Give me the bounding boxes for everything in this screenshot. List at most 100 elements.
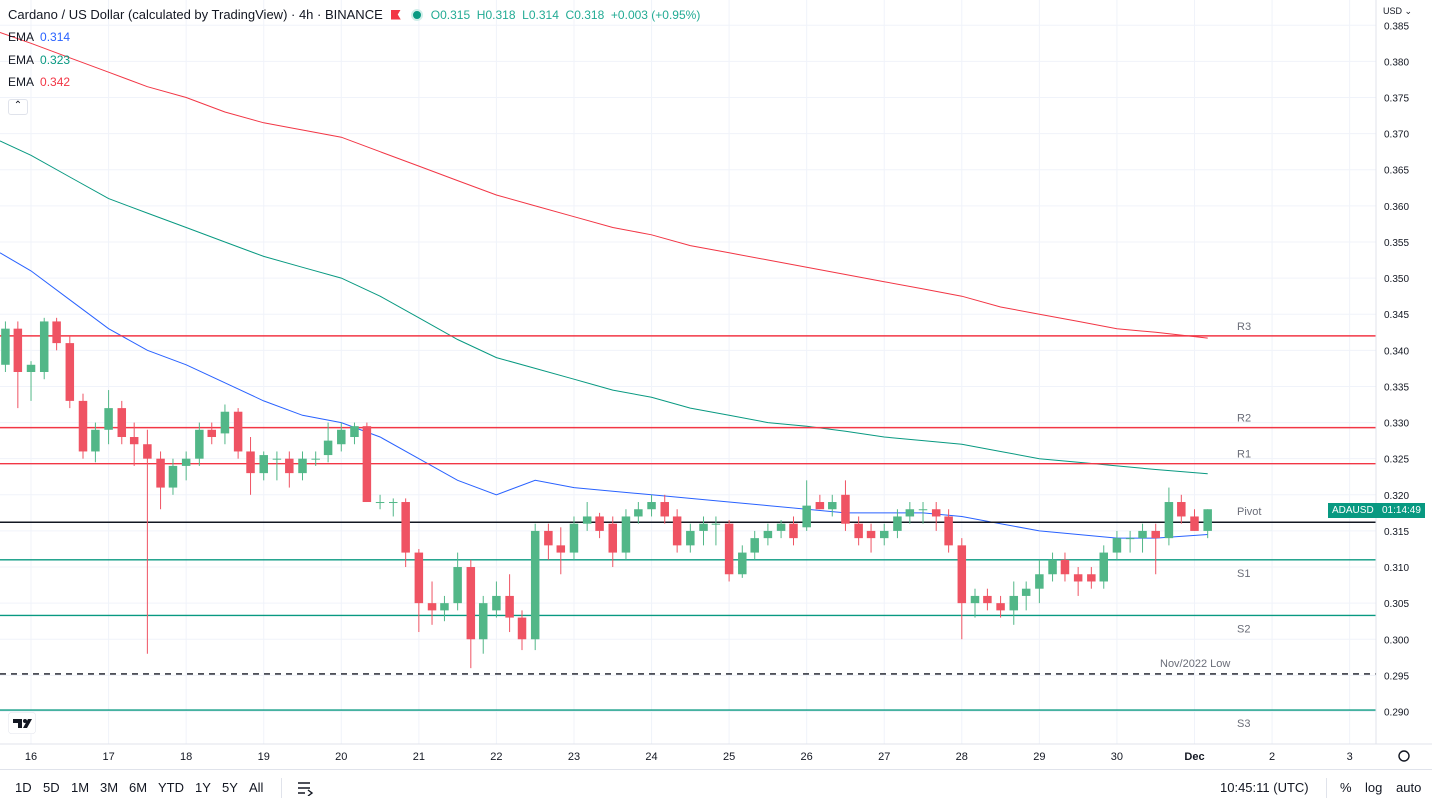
- candle-body: [389, 502, 398, 504]
- bottom-toolbar: 1D 5D 1M 3M 6M YTD 1Y 5Y All 10:45:11 (U…: [0, 769, 1432, 806]
- y-tick-label: 0.355: [1384, 238, 1409, 249]
- toolbar-divider: [281, 778, 282, 798]
- level-label-pivot: Pivot: [1237, 506, 1261, 518]
- price-axis-panel: [1376, 0, 1432, 770]
- candle-body: [401, 502, 410, 553]
- candle-body: [259, 455, 268, 474]
- ema-legend-slow[interactable]: EMA 0.342: [8, 75, 71, 89]
- candle-body: [970, 595, 980, 604]
- ema-line-0: [0, 252, 1208, 539]
- candle-body: [466, 567, 476, 640]
- chart-area[interactable]: R3 R2 R1 Pivot S1 S2 Nov/2022 Low S3 0.290 0.295 0…: [0, 0, 1432, 770]
- y-tick-label: 0.310: [1384, 563, 1409, 574]
- range-1m-button[interactable]: 1M: [71, 780, 90, 795]
- level-label-r3: R3: [1237, 321, 1251, 333]
- currency-selector[interactable]: USD ⌄: [1383, 6, 1413, 16]
- level-label-r1: R1: [1237, 449, 1251, 461]
- x-tick-label: 22: [490, 751, 502, 763]
- x-tick-label: 3: [1347, 751, 1353, 763]
- candle-body: [65, 343, 75, 401]
- x-tick-label: 17: [102, 751, 114, 763]
- candle-body: [129, 437, 139, 445]
- candle-body: [91, 429, 100, 452]
- y-tick-label: 0.340: [1384, 346, 1409, 357]
- candle-body: [1060, 559, 1070, 575]
- settings-icon[interactable]: [1398, 750, 1410, 762]
- percent-toggle[interactable]: %: [1340, 780, 1352, 795]
- x-tick-label: 19: [258, 751, 270, 763]
- ema-line-2: [0, 32, 1208, 339]
- candle-body: [492, 595, 501, 611]
- candle-body: [427, 603, 437, 611]
- candle-body: [1, 328, 10, 365]
- y-tick-label: 0.305: [1384, 599, 1409, 610]
- x-tick-label: 26: [801, 751, 813, 763]
- candle-body: [776, 523, 786, 531]
- ohlc-values: O0.315 H0.318 L0.314 C0.318 +0.003 (+0.9…: [431, 8, 701, 22]
- candle-body: [233, 411, 243, 452]
- candle-body: [350, 426, 359, 438]
- candle-body: [660, 502, 669, 517]
- candle-body: [724, 523, 734, 575]
- range-ytd-button[interactable]: YTD: [158, 780, 184, 795]
- range-1y-button[interactable]: 1Y: [195, 780, 211, 795]
- candle-body: [1138, 530, 1147, 539]
- candle-body: [905, 509, 915, 517]
- candle-body: [195, 429, 204, 459]
- chart-title: Cardano / US Dollar (calculated by Tradi…: [8, 7, 383, 22]
- candle-body: [181, 458, 191, 466]
- candle-body: [556, 545, 566, 553]
- range-3m-button[interactable]: 3M: [100, 780, 119, 795]
- candle-body: [569, 523, 579, 553]
- range-5y-button[interactable]: 5Y: [222, 780, 238, 795]
- candle-body: [1203, 509, 1212, 531]
- candle-body: [854, 523, 863, 539]
- ema-legend-mid[interactable]: EMA 0.323: [8, 53, 71, 67]
- candle-body: [672, 516, 682, 546]
- range-all-button[interactable]: All: [249, 780, 264, 795]
- candle-body: [957, 545, 967, 604]
- x-tick-label: 24: [645, 751, 657, 763]
- y-tick-label: 0.330: [1384, 419, 1409, 430]
- y-tick-label: 0.345: [1384, 310, 1409, 321]
- candle-body: [323, 440, 333, 456]
- flag-icon[interactable]: [390, 9, 401, 20]
- ema-legend-fast[interactable]: EMA 0.314: [8, 30, 71, 44]
- ema-slow-value: 0.342: [40, 75, 71, 89]
- toolbar-divider: [1326, 778, 1327, 798]
- high-value: H0.318: [476, 7, 516, 22]
- candle-body: [686, 530, 695, 546]
- candle-body: [634, 509, 643, 517]
- log-toggle[interactable]: log: [1365, 780, 1383, 795]
- candle-body: [272, 458, 282, 460]
- candle-body: [841, 494, 850, 524]
- candle-body: [711, 523, 721, 525]
- x-tick-label: 2: [1269, 751, 1275, 763]
- candle-body: [595, 516, 604, 531]
- candle-body: [866, 530, 876, 539]
- clock[interactable]: 10:45:11 (UTC): [1220, 780, 1309, 795]
- y-tick-label: 0.295: [1384, 671, 1409, 682]
- candle-body: [918, 509, 928, 511]
- candle-body: [1190, 516, 1199, 531]
- low-value: L0.314: [522, 7, 559, 22]
- candle-body: [750, 538, 759, 553]
- candle-body: [893, 516, 902, 531]
- candle-body: [1112, 538, 1122, 553]
- level-label-s1: S1: [1237, 568, 1250, 580]
- x-tick-label: 29: [1033, 751, 1045, 763]
- candle-body: [1009, 595, 1019, 611]
- candle-body: [530, 530, 540, 640]
- candle-body: [944, 516, 953, 546]
- candle-body: [311, 458, 320, 460]
- collapse-legend-button[interactable]: ⌃: [8, 99, 28, 115]
- go-to-date-icon[interactable]: [296, 780, 314, 796]
- range-5d-button[interactable]: 5D: [43, 780, 60, 795]
- range-1d-button[interactable]: 1D: [15, 780, 32, 795]
- y-tick-label: 0.325: [1384, 455, 1409, 466]
- auto-toggle[interactable]: auto: [1396, 780, 1422, 795]
- candle-body: [647, 502, 656, 510]
- candle-body: [285, 458, 294, 474]
- range-6m-button[interactable]: 6M: [129, 780, 148, 795]
- tradingview-logo-icon[interactable]: [8, 712, 36, 734]
